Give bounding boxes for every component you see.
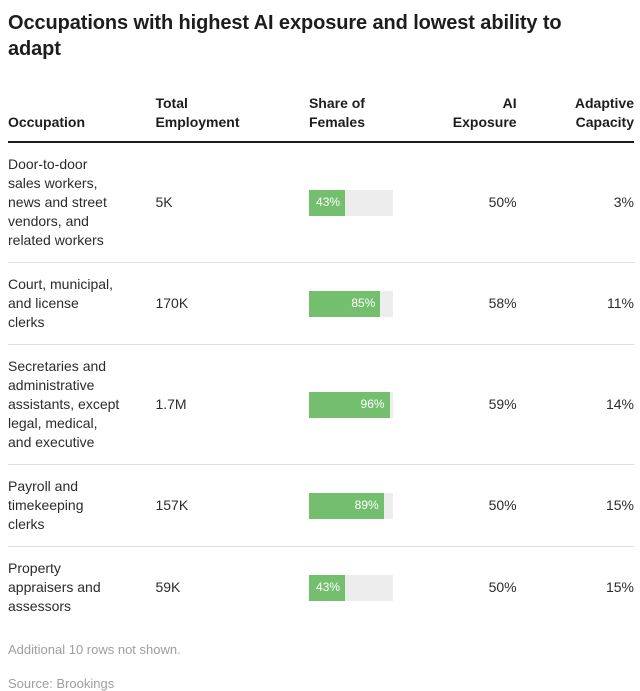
adaptive-capacity-cell: 15% — [516, 546, 634, 628]
page-title: Occupations with highest AI exposure and… — [8, 12, 562, 60]
share-bar-fill: 43% — [308, 574, 346, 601]
share-of-females-cell: 89% — [308, 464, 426, 547]
table-row: Court, municipal, and license clerks 170… — [8, 262, 634, 345]
share-bar-label: 89% — [354, 498, 379, 512]
column-header-ai-exposure: AI Exposure — [425, 64, 517, 143]
occupation-cell: Property appraisers and assessors — [8, 546, 156, 628]
employment-cell: 170K — [155, 262, 309, 345]
share-bar-label: 43% — [316, 195, 341, 209]
column-header-adaptive-capacity: Adaptive Capacity — [516, 64, 634, 143]
share-bar-fill: 89% — [308, 492, 384, 519]
occupation-cell: Court, municipal, and license clerks — [8, 262, 156, 345]
employment-cell: 157K — [155, 464, 309, 547]
adaptive-capacity-cell: 14% — [516, 344, 634, 465]
share-bar-label: 85% — [351, 296, 376, 310]
column-header-occupation: Occupation — [8, 64, 156, 143]
share-bar-fill: 96% — [308, 391, 390, 418]
occupation-cell: Door-to-door sales workers, news and str… — [8, 156, 107, 248]
table-row: Secretaries and administrative assistant… — [8, 344, 634, 465]
share-of-females-cell: 85% — [308, 262, 426, 345]
ai-exposure-cell: 58% — [425, 262, 517, 345]
table-row: Door-to-door sales workers, news and str… — [8, 142, 634, 263]
column-header-total-employment: Total Employment — [155, 64, 309, 143]
share-bar-track: 43% — [308, 189, 393, 216]
ai-exposure-cell: 59% — [425, 344, 517, 465]
share-bar-label: 96% — [360, 397, 385, 411]
table-row: Payroll and timekeeping clerks 157K 89% … — [8, 464, 634, 547]
adaptive-capacity-cell: 3% — [613, 194, 634, 210]
share-bar-fill: 85% — [308, 290, 381, 317]
column-header-share-of-females: Share of Females — [308, 64, 426, 143]
employment-cell: 5K — [155, 194, 173, 210]
occupations-table: Occupation Total Employment Share of Fem… — [8, 64, 634, 628]
source-line: Source: Brookings — [8, 676, 115, 691]
footnote: Additional 10 rows not shown. — [8, 642, 181, 657]
ai-exposure-cell: 50% — [425, 464, 517, 547]
table-header: Occupation Total Employment Share of Fem… — [8, 64, 634, 143]
share-bar-label: 43% — [316, 580, 341, 594]
share-bar-track: 96% — [308, 391, 393, 418]
adaptive-capacity-cell: 11% — [516, 262, 634, 345]
share-of-females-cell: 43% — [308, 546, 426, 628]
employment-cell: 59K — [155, 546, 309, 628]
share-of-females-cell: 96% — [308, 344, 426, 465]
ai-exposure-cell: 50% — [425, 546, 517, 628]
occupation-cell: Payroll and timekeeping clerks — [8, 464, 156, 547]
share-of-females-cell: 43% — [308, 142, 425, 263]
share-bar-fill: 43% — [308, 189, 346, 216]
table-row: Property appraisers and assessors 59K 43… — [8, 546, 634, 628]
share-bar-track: 43% — [308, 574, 393, 601]
ai-exposure-cell: 50% — [488, 194, 517, 210]
share-bar-track: 85% — [308, 290, 393, 317]
share-bar-track: 89% — [308, 492, 393, 519]
employment-cell: 1.7M — [155, 344, 309, 465]
occupation-cell: Secretaries and administrative assistant… — [8, 344, 156, 465]
adaptive-capacity-cell: 15% — [516, 464, 634, 547]
